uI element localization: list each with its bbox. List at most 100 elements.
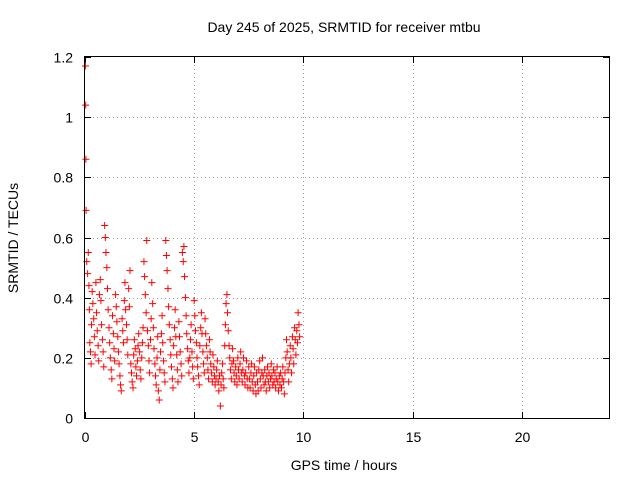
data-point <box>135 330 143 338</box>
data-point <box>206 348 214 356</box>
data-point <box>170 342 178 350</box>
data-point <box>243 357 251 365</box>
data-point <box>96 276 104 284</box>
data-point <box>224 327 232 335</box>
data-point <box>219 375 227 383</box>
data-point <box>188 348 196 356</box>
data-point <box>121 279 129 287</box>
data-point <box>132 363 140 371</box>
data-point <box>107 366 115 374</box>
data-point <box>208 369 216 377</box>
x-axis-ticks: 0 5 10 15 20 <box>82 57 530 445</box>
data-point <box>182 312 190 320</box>
data-point <box>127 360 135 368</box>
data-point <box>209 351 217 359</box>
y-tick-label: 0 <box>65 411 73 427</box>
data-point <box>154 387 162 395</box>
data-point <box>248 360 256 368</box>
data-point <box>226 354 234 362</box>
data-point <box>232 363 240 371</box>
data-point <box>110 345 118 353</box>
data-point <box>147 315 155 323</box>
data-point <box>154 333 162 341</box>
data-point <box>255 366 263 374</box>
data-point <box>269 381 277 389</box>
data-point <box>159 339 167 347</box>
data-point <box>86 339 94 347</box>
data-point <box>268 372 276 380</box>
data-point <box>201 315 209 323</box>
data-point <box>119 339 127 347</box>
data-point <box>119 327 127 335</box>
data-point <box>288 369 296 377</box>
data-point <box>193 354 201 362</box>
data-point <box>196 342 204 350</box>
data-point <box>92 279 100 287</box>
data-point <box>114 333 122 341</box>
data-point <box>171 306 179 314</box>
data-point <box>103 285 111 293</box>
data-point <box>214 378 222 386</box>
data-point <box>202 342 210 350</box>
data-point <box>98 321 106 329</box>
data-point <box>181 294 189 302</box>
data-point <box>101 221 109 229</box>
data-point <box>162 237 170 245</box>
data-point <box>143 327 151 335</box>
data-point <box>165 303 173 311</box>
data-point <box>199 348 207 356</box>
x-tick-label: 10 <box>296 429 312 445</box>
data-point <box>169 384 177 392</box>
x-tick-label: 15 <box>406 429 422 445</box>
data-point <box>253 378 261 386</box>
data-point <box>116 372 124 380</box>
data-point <box>197 324 205 332</box>
y-axis-ticks: 0 0.2 0.4 0.6 0.8 1 1.2 <box>54 50 609 427</box>
data-point <box>256 357 264 365</box>
y-tick-label: 0.8 <box>54 170 74 186</box>
data-point <box>117 381 125 389</box>
data-point <box>202 330 210 338</box>
data-point <box>99 348 107 356</box>
data-point <box>136 366 144 374</box>
data-point <box>106 354 114 362</box>
data-point <box>156 366 164 374</box>
data-point <box>149 300 157 308</box>
data-point <box>130 336 138 344</box>
data-point <box>233 381 241 389</box>
data-point <box>125 285 133 293</box>
data-point <box>223 291 231 299</box>
data-point <box>173 366 181 374</box>
data-point <box>272 375 280 383</box>
data-point <box>162 252 170 260</box>
data-point <box>258 369 266 377</box>
data-point <box>274 387 282 395</box>
data-point <box>283 348 291 356</box>
data-point <box>295 321 303 329</box>
data-point <box>281 369 289 377</box>
data-point <box>93 327 101 335</box>
data-point <box>130 351 138 359</box>
data-point <box>267 360 275 368</box>
data-point <box>200 369 208 377</box>
data-point <box>141 291 149 299</box>
data-point <box>292 351 300 359</box>
data-point <box>88 288 96 296</box>
data-point <box>91 351 99 359</box>
data-point <box>109 312 117 320</box>
data-point <box>215 387 223 395</box>
data-point <box>101 234 109 241</box>
data-point <box>125 303 133 311</box>
data-point <box>98 336 106 344</box>
data-point <box>240 354 248 362</box>
data-point <box>104 306 112 314</box>
data-point <box>236 360 244 368</box>
data-point <box>123 336 131 344</box>
data-point <box>239 366 247 374</box>
y-tick-label: 0.6 <box>54 231 74 247</box>
data-point <box>283 336 291 344</box>
data-point <box>250 363 258 371</box>
data-point <box>284 366 292 374</box>
y-axis-title: SRMTID / TECUs <box>5 183 21 293</box>
